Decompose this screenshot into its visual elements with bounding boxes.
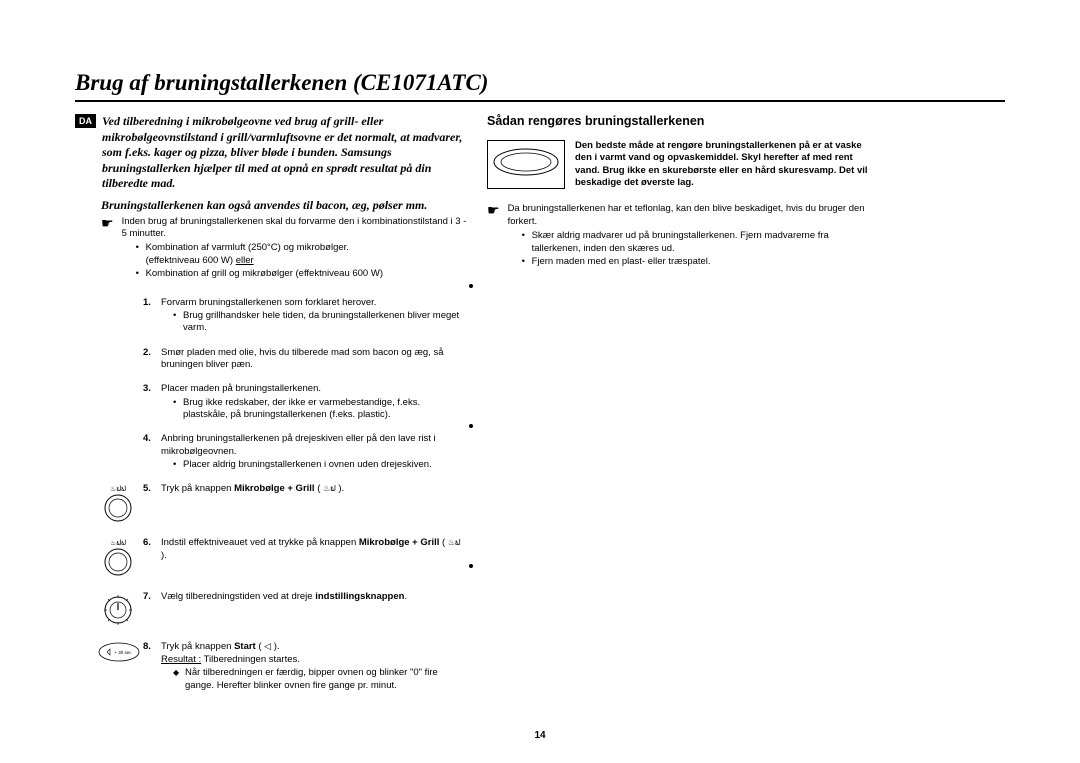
sub-intro-text: Bruningstallerkenen kan også anvendes ti… [101,198,467,214]
step-2: 2. Smør pladen med olie, hvis du tilbere… [75,347,467,372]
left-column: DA Ved tilberedning i mikrobølgeovne ved… [75,114,467,692]
warning-lead: Da bruningstallerkenen har et teflonlag,… [508,203,879,228]
marker-dot [469,424,473,428]
intro-text: Ved tilberedning i mikrobølgeovne ved br… [102,114,467,192]
step-3-text: Placer maden på bruningstallerkenen. [161,383,321,394]
cleaning-row: Den bedste måde at rengøre bruningstalle… [487,140,879,189]
step-6: ♨ຟຟ 6. Indstil effektniveauet ved at try… [75,537,467,579]
cleaning-text: Den bedste måde at rengøre bruningstalle… [575,140,879,189]
step-4: 4. Anbring bruningstallerkenen på drejes… [75,433,467,471]
svg-text:+ 30 sec: + 30 sec [114,650,132,655]
page-number: 14 [0,730,1080,741]
step-3: 3. Placer maden på bruningstallerkenen. … [75,383,467,421]
step-4-sub: Placer aldrig bruningstallerkenen i ovne… [173,459,467,471]
warning-bullets: Skær aldrig madvarer ud på bruningstalle… [522,230,879,268]
intro-wrap: DA Ved tilberedning i mikrobølgeovne ved… [75,114,467,192]
step-5-text: Tryk på knappen Mikrobølge + Grill ( ♨ຟ … [161,483,467,495]
step-7: 7. Vælg tilberedningstiden ved at dreje … [75,591,467,629]
preheat-bullet-2: Kombination af grill og mikrøbølger (eff… [136,268,467,281]
page-title: Brug af bruningstallerkenen (CE1071ATC) [75,70,1005,96]
preheat-lead: Inden brug af bruningstallerkenen skal d… [122,216,467,241]
marker-dot [469,564,473,568]
step-8: + 30 sec 8. Tryk på knappen Start ( ◁ ).… [75,641,467,691]
step-4-text: Anbring bruningstallerkenen på drejeskiv… [161,433,436,456]
svg-text:♨ຟຟ: ♨ຟຟ [110,539,126,547]
pointer-icon: ☛ [487,203,500,218]
grill-dial-icon: ♨ຟຟ [97,537,143,579]
warning-bullet-1: Skær aldrig madvarer ud på bruningstalle… [522,230,879,256]
step-7-text: Vælg tilberedningstiden ved at dreje ind… [161,591,467,603]
content-columns: DA Ved tilberedning i mikrobølgeovne ved… [75,114,1005,692]
plate-icon [487,140,565,189]
pointer-icon: ☛ [101,216,114,231]
step-5: ♨ຟຟ 5. Tryk på knappen Mikrobølge + Gril… [75,483,467,525]
step-1-sub: Brug grillhandsker hele tiden, da brunin… [173,310,467,335]
step-1: 1. Forvarm bruningstallerkenen som forkl… [75,297,467,335]
step-6-text: Indstil effektniveauet ved at trykke på … [161,537,467,562]
step-2-text: Smør pladen med olie, hvis du tilberede … [161,347,467,372]
warning-bullet-2: Fjern maden med en plast- eller træspate… [522,256,879,269]
preheat-block: ☛ Inden brug af bruningstallerkenen skal… [101,216,467,281]
language-badge: DA [75,114,96,128]
step-3-sub: Brug ikke redskaber, der ikke er varmebe… [173,397,467,422]
preheat-bullets: Kombination af varmluft (250°C) og mikro… [136,242,467,280]
step-8-result: Når tilberedningen er færdig, bipper ovn… [173,667,467,692]
cleaning-heading: Sådan rengøres bruningstallerkenen [487,114,879,128]
svg-text:♨ຟຟ: ♨ຟຟ [110,485,126,493]
warning-block: ☛ Da bruningstallerkenen har et teflonla… [487,203,879,268]
title-rule [75,100,1005,102]
marker-dot [469,284,473,288]
start-button-icon: + 30 sec [97,641,143,663]
knob-icon [97,591,143,629]
step-1-text: Forvarm bruningstallerkenen som forklare… [161,297,376,308]
step-8-text: Tryk på knappen Start ( ◁ ). Resultat : … [161,641,467,691]
preheat-bullet-1: Kombination af varmluft (250°C) og mikro… [136,242,467,268]
right-column: Sådan rengøres bruningstallerkenen Den b… [487,114,879,692]
grill-dial-icon: ♨ຟຟ [97,483,143,525]
